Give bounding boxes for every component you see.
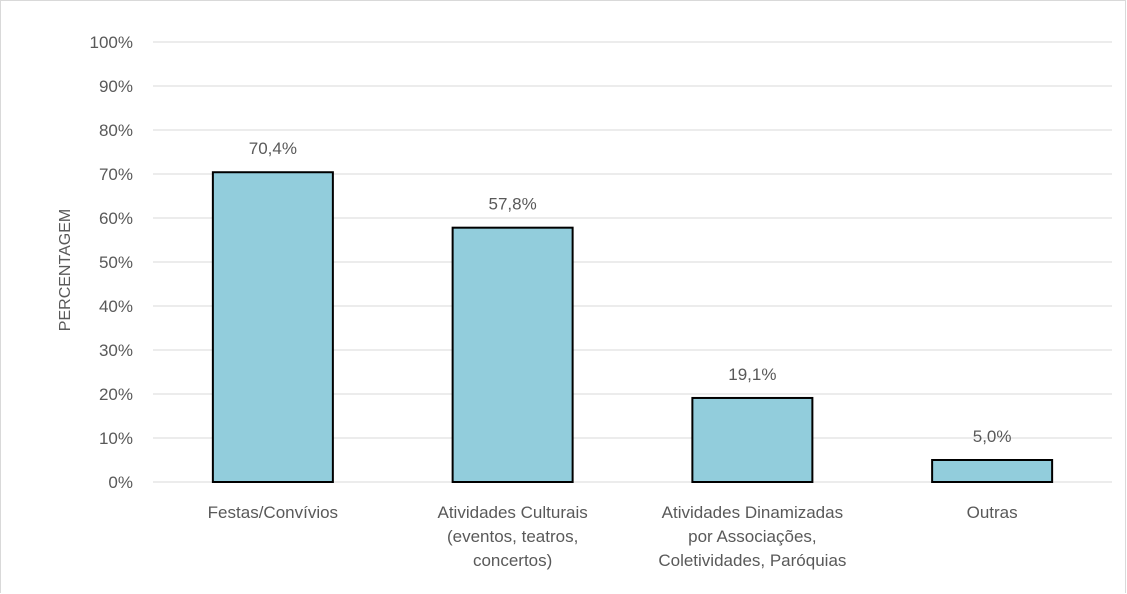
x-category-label: Atividades Dinamizadas por Associações, Co… <box>658 503 846 570</box>
bar <box>691 396 814 483</box>
y-tick-label: 50% <box>99 253 133 272</box>
x-category-label-line: Outras <box>967 503 1018 522</box>
y-tick-label: 90% <box>99 77 133 96</box>
y-tick-label: 60% <box>99 209 133 228</box>
y-axis-tick-labels: 0% 10% 20% 30% 40% 50% 60% 70% 80% 90% 100% <box>90 33 133 492</box>
y-tick-label: 40% <box>99 297 133 316</box>
data-labels: 70,4% 57,8% 19,1% 5,0% <box>249 139 1012 446</box>
x-category-label-line: concertos) <box>473 551 552 570</box>
x-category-label: Outras <box>967 503 1018 522</box>
x-category-label-line: Coletividades, Paróquias <box>658 551 846 570</box>
y-tick-label: 20% <box>99 385 133 404</box>
x-category-label-line: Atividades Dinamizadas <box>662 503 843 522</box>
y-tick-label: 30% <box>99 341 133 360</box>
y-tick-label: 100% <box>90 33 133 52</box>
data-label: 70,4% <box>249 139 297 158</box>
bar <box>451 226 574 483</box>
data-label: 57,8% <box>489 195 537 214</box>
bars <box>211 171 1054 484</box>
x-category-label: Festas/Convívios <box>208 503 338 522</box>
y-axis-title: PERCENTAGEM <box>57 209 74 331</box>
y-tick-label: 10% <box>99 429 133 448</box>
bar <box>211 171 334 484</box>
x-category-label-line: por Associações, <box>688 527 817 546</box>
x-category-label-line: (eventos, teatros, <box>447 527 578 546</box>
y-tick-label: 0% <box>108 473 133 492</box>
y-tick-label: 70% <box>99 165 133 184</box>
data-label: 5,0% <box>973 427 1012 446</box>
x-category-label: Atividades Culturais (eventos, teatros, co… <box>438 503 588 570</box>
x-category-label-line: Atividades Culturais <box>438 503 588 522</box>
y-tick-label: 80% <box>99 121 133 140</box>
bar <box>931 459 1054 483</box>
data-label: 19,1% <box>728 365 776 384</box>
x-category-label-line: Festas/Convívios <box>208 503 338 522</box>
x-axis-category-labels: Festas/Convívios Atividades Culturais (eve… <box>208 503 1018 570</box>
